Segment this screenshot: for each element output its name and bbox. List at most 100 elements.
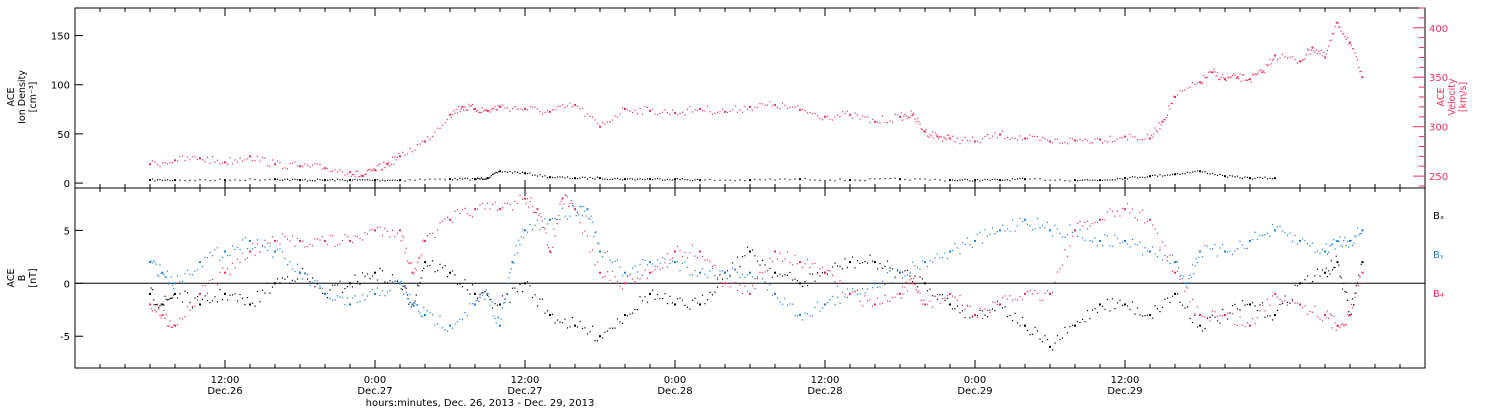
velocity-point bbox=[361, 175, 364, 178]
Bz-sample bbox=[601, 276, 604, 278]
Bz-sample bbox=[1291, 300, 1294, 302]
Bz-sample bbox=[366, 233, 369, 235]
Bx-sample bbox=[1306, 275, 1309, 277]
Bx-sample bbox=[454, 274, 456, 276]
density-sample bbox=[1129, 176, 1131, 179]
density-sample bbox=[229, 179, 231, 182]
density-sample bbox=[1254, 177, 1256, 180]
density-sample bbox=[991, 178, 994, 181]
velocity-sample bbox=[541, 113, 544, 115]
velocity-sample bbox=[1253, 74, 1255, 76]
velocity-point bbox=[1249, 78, 1251, 81]
Bx-point bbox=[1299, 282, 1301, 285]
By-sample bbox=[396, 279, 399, 281]
velocity-sample bbox=[1241, 74, 1244, 76]
By-sample bbox=[1266, 232, 1269, 234]
By-sample bbox=[239, 248, 241, 251]
By-sample bbox=[864, 292, 866, 294]
Bz-sample bbox=[439, 222, 441, 224]
By-sample bbox=[1264, 234, 1266, 236]
density-sample bbox=[459, 177, 461, 179]
density-sample bbox=[601, 178, 604, 180]
velocity-sample bbox=[904, 113, 906, 115]
By-sample bbox=[366, 295, 369, 297]
Bx-sample bbox=[1079, 321, 1081, 324]
Bz-sample bbox=[1191, 298, 1194, 301]
Bx-point bbox=[674, 303, 676, 306]
Bx-sample bbox=[979, 309, 981, 312]
By-sample bbox=[1166, 260, 1169, 262]
Bz-sample bbox=[614, 276, 616, 278]
By-sample bbox=[779, 301, 781, 303]
By-sample bbox=[1344, 237, 1346, 239]
Bx-sample bbox=[516, 291, 519, 293]
Bx-sample bbox=[173, 294, 175, 296]
Bz-sample bbox=[866, 300, 869, 302]
density-point bbox=[324, 179, 326, 182]
density-sample bbox=[484, 178, 486, 180]
By-sample bbox=[796, 315, 799, 317]
Bx-sample bbox=[676, 298, 679, 300]
density-sample bbox=[686, 179, 689, 181]
velocity-sample bbox=[1213, 68, 1215, 70]
Bx-sample bbox=[379, 267, 381, 269]
density-sample bbox=[681, 178, 684, 180]
Bz-sample bbox=[1276, 296, 1279, 298]
Bz-sample bbox=[479, 204, 481, 206]
By-sample bbox=[1201, 255, 1204, 258]
density-sample bbox=[764, 179, 766, 181]
velocity-sample bbox=[979, 142, 981, 144]
Bx-sample bbox=[165, 298, 167, 300]
Bz-sample bbox=[361, 239, 364, 241]
Bx-sample bbox=[1156, 308, 1159, 310]
Bx-sample bbox=[569, 326, 571, 328]
Bx-sample bbox=[239, 293, 241, 296]
density-point bbox=[499, 170, 501, 173]
velocity-sample bbox=[539, 111, 541, 113]
Bz-sample bbox=[1064, 249, 1066, 251]
Bz-sample bbox=[1119, 215, 1121, 217]
density-point bbox=[1249, 177, 1251, 180]
velocity-sample bbox=[1221, 74, 1224, 76]
Bz-sample bbox=[846, 296, 849, 299]
density-sample bbox=[534, 174, 536, 176]
density-sample bbox=[336, 178, 339, 180]
velocity-sample bbox=[264, 157, 266, 159]
velocity-sample bbox=[229, 157, 231, 159]
Bz-sample bbox=[1031, 293, 1034, 295]
velocity-sample bbox=[1244, 79, 1246, 81]
By-sample bbox=[1311, 242, 1314, 244]
By-sample bbox=[521, 229, 524, 231]
legend-entry: Bₓ bbox=[1433, 211, 1444, 222]
Bx-sample bbox=[151, 288, 154, 291]
Bz-sample bbox=[1284, 300, 1286, 302]
By-sample bbox=[204, 256, 206, 259]
x-tick-day: Dec.28 bbox=[657, 386, 692, 397]
Bx-sample bbox=[1106, 298, 1109, 301]
Bz-sample bbox=[400, 239, 402, 242]
Bz-sample bbox=[454, 210, 456, 212]
Bz-sample bbox=[1353, 305, 1355, 307]
density-sample bbox=[684, 178, 686, 181]
density-sample bbox=[359, 179, 361, 181]
By-sample bbox=[1229, 250, 1231, 253]
Bx-sample bbox=[389, 280, 391, 282]
velocity-sample bbox=[925, 128, 927, 130]
By-sample bbox=[704, 273, 706, 275]
density-sample bbox=[286, 178, 289, 180]
By-sample bbox=[1340, 244, 1342, 246]
Bx-sample bbox=[400, 288, 402, 290]
velocity-sample bbox=[1121, 137, 1124, 139]
velocity-sample bbox=[859, 118, 861, 120]
Bx-sample bbox=[561, 322, 564, 324]
Bx-sample bbox=[611, 327, 614, 329]
density-sample bbox=[361, 179, 364, 181]
velocity-sample bbox=[909, 116, 911, 119]
Bz-sample bbox=[944, 297, 946, 299]
Bx-sample bbox=[511, 287, 514, 289]
By-sample bbox=[554, 217, 556, 219]
Bx-sample bbox=[296, 278, 299, 280]
Bx-sample bbox=[1131, 301, 1134, 303]
By-sample bbox=[794, 315, 796, 317]
By-sample bbox=[1106, 235, 1109, 237]
